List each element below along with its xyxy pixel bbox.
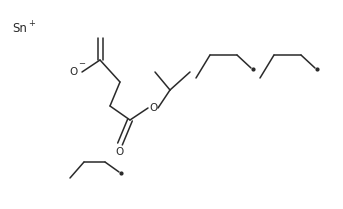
Text: +: + bbox=[28, 19, 35, 28]
Text: O: O bbox=[116, 147, 124, 157]
Text: O: O bbox=[149, 103, 157, 113]
Text: Sn: Sn bbox=[12, 22, 27, 34]
Text: −: − bbox=[79, 60, 85, 69]
Text: O: O bbox=[70, 67, 78, 77]
